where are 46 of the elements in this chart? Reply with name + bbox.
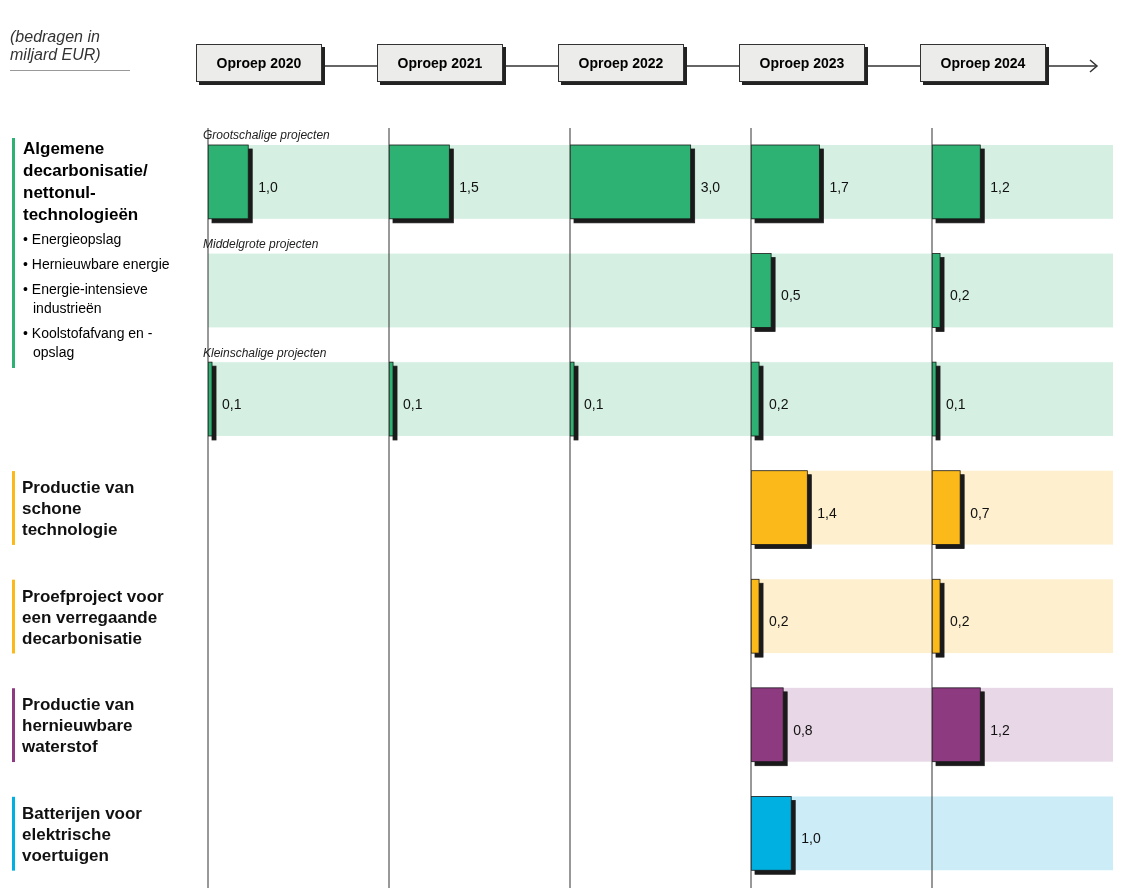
text: • Energieopslag — [23, 230, 123, 249]
data-label: 0,1 — [403, 396, 423, 413]
y-tick-label: Middelgrote projecten — [203, 236, 319, 251]
y-tick-label: Productie van schone technologie — [22, 478, 135, 539]
data-label: 1,0 — [258, 178, 278, 195]
data-label: 0,2 — [769, 396, 789, 413]
data-label: 0,2 — [769, 613, 789, 630]
y-tick-label: Kleinschalige projecten — [203, 345, 327, 360]
y-tick-label: Batterijen voor elektrische voertuigen — [22, 803, 143, 865]
chart-title: Oproep 2020 — [196, 44, 322, 82]
chart-title: Oproep 2021 — [377, 44, 503, 82]
data-label: 0,7 — [970, 504, 990, 521]
data-label: 3,0 — [700, 178, 721, 195]
y-tick-label: Grootschalige projecten — [203, 128, 331, 143]
data-label: 1,7 — [829, 178, 850, 195]
bar — [751, 253, 772, 328]
data-label: 0,1 — [946, 396, 966, 413]
y-tick-label: Proefproject voor een verregaande decarbonisatie — [22, 586, 165, 648]
bar — [932, 253, 941, 328]
bar — [932, 470, 961, 545]
text: • Koolstofafvang en -opslag — [23, 324, 154, 362]
chart-title: Oproep 2023 — [739, 44, 865, 82]
text: • Energie-intensieve industrieën — [23, 280, 149, 318]
data-label: 0,5 — [781, 287, 801, 304]
y-tick-label: Productie van hernieuwbare waterstof — [21, 695, 135, 757]
data-label: 1,4 — [817, 504, 837, 521]
bar — [751, 578, 760, 654]
data-label: 0,1 — [222, 396, 242, 413]
data-label: 0,8 — [793, 721, 813, 738]
bar — [932, 361, 937, 437]
chart-title: Oproep 2024 — [920, 44, 1046, 82]
bar — [932, 578, 941, 654]
data-label: 1,5 — [459, 178, 480, 195]
data-label: 1,2 — [990, 178, 1010, 195]
bar — [751, 796, 792, 871]
bar — [751, 687, 784, 763]
data-label: 0,2 — [950, 287, 970, 304]
data-label: 0,1 — [584, 396, 604, 413]
text: (bedragen in miljard EUR) — [10, 28, 130, 71]
chart-title: Oproep 2022 — [558, 44, 684, 82]
text: • Hernieuwbare energie — [23, 255, 171, 274]
data-label: 0,2 — [950, 613, 970, 630]
bar — [751, 361, 760, 437]
data-label: 1,0 — [801, 830, 821, 847]
text: Algemene decarbonisatie/ nettonul-technologieën — [23, 138, 149, 226]
data-label: 1,2 — [990, 721, 1010, 738]
